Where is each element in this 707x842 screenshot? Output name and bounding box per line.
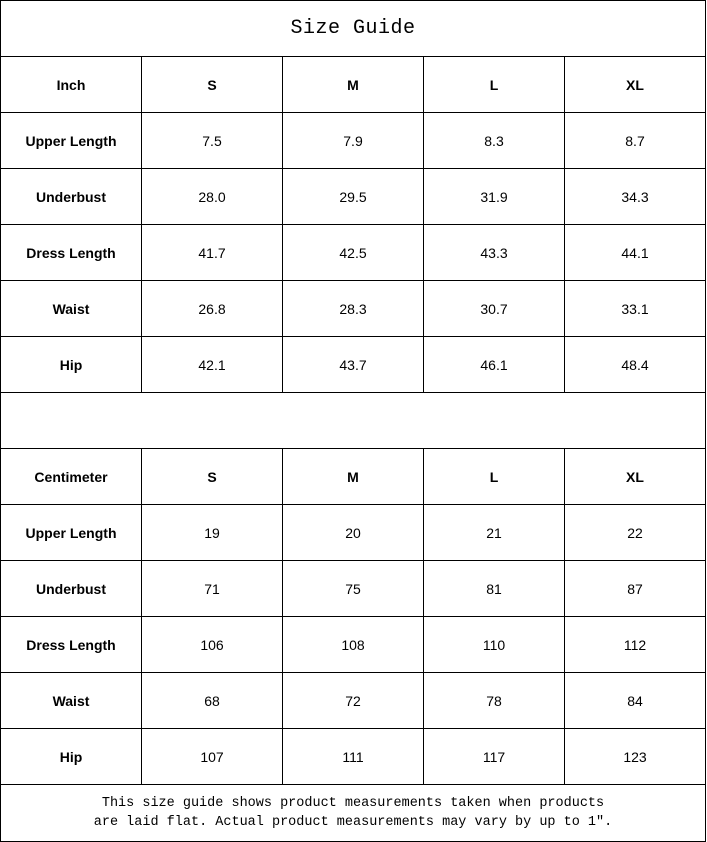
- measurement-cell: 21: [423, 504, 565, 561]
- size-header: S: [141, 448, 283, 505]
- size-header: M: [282, 448, 424, 505]
- inch-unit-header: Inch: [0, 56, 142, 113]
- measurement-cell: 111: [282, 728, 424, 785]
- measurement-cell: 75: [282, 560, 424, 617]
- size-header: XL: [564, 56, 706, 113]
- measurement-cell: 34.3: [564, 168, 706, 225]
- measurement-cell: 7.5: [141, 112, 283, 169]
- measurement-cell: 31.9: [423, 168, 565, 225]
- measurement-cell: 46.1: [423, 336, 565, 393]
- row-label: Dress Length: [0, 616, 142, 673]
- measurement-cell: 30.7: [423, 280, 565, 337]
- cm-header-row: Centimeter S M L XL: [0, 448, 706, 505]
- spacer-row: [0, 392, 706, 449]
- table-row: Waist 26.8 28.3 30.7 33.1: [0, 280, 706, 337]
- measurement-cell: 26.8: [141, 280, 283, 337]
- table-row: Hip 107 111 117 123: [0, 728, 706, 785]
- row-label: Upper Length: [0, 504, 142, 561]
- inch-header-row: Inch S M L XL: [0, 56, 706, 113]
- row-label: Underbust: [0, 560, 142, 617]
- size-header: M: [282, 56, 424, 113]
- measurement-cell: 78: [423, 672, 565, 729]
- row-label: Waist: [0, 280, 142, 337]
- table-row: Underbust 71 75 81 87: [0, 560, 706, 617]
- measurement-cell: 19: [141, 504, 283, 561]
- row-label: Hip: [0, 728, 142, 785]
- measurement-note: This size guide shows product measuremen…: [0, 784, 706, 842]
- row-label: Hip: [0, 336, 142, 393]
- size-header: L: [423, 56, 565, 113]
- table-row: Dress Length 41.7 42.5 43.3 44.1: [0, 224, 706, 281]
- measurement-cell: 42.1: [141, 336, 283, 393]
- measurement-cell: 84: [564, 672, 706, 729]
- note-row: This size guide shows product measuremen…: [0, 784, 706, 842]
- size-header: XL: [564, 448, 706, 505]
- measurement-cell: 123: [564, 728, 706, 785]
- measurement-cell: 117: [423, 728, 565, 785]
- measurement-cell: 68: [141, 672, 283, 729]
- measurement-cell: 110: [423, 616, 565, 673]
- page-title: Size Guide: [0, 0, 706, 57]
- measurement-cell: 28.3: [282, 280, 424, 337]
- measurement-cell: 22: [564, 504, 706, 561]
- measurement-cell: 44.1: [564, 224, 706, 281]
- spacer-cell: [0, 392, 706, 449]
- table-row: Upper Length 19 20 21 22: [0, 504, 706, 561]
- table-row: Upper Length 7.5 7.9 8.3 8.7: [0, 112, 706, 169]
- measurement-cell: 43.7: [282, 336, 424, 393]
- measurement-cell: 43.3: [423, 224, 565, 281]
- note-line1: This size guide shows product measuremen…: [101, 796, 605, 811]
- table-row: Underbust 28.0 29.5 31.9 34.3: [0, 168, 706, 225]
- measurement-cell: 8.3: [423, 112, 565, 169]
- note-line2: are laid flat. Actual product measuremen…: [93, 815, 613, 830]
- measurement-cell: 112: [564, 616, 706, 673]
- measurement-cell: 107: [141, 728, 283, 785]
- measurement-cell: 41.7: [141, 224, 283, 281]
- measurement-cell: 28.0: [141, 168, 283, 225]
- row-label: Waist: [0, 672, 142, 729]
- measurement-cell: 108: [282, 616, 424, 673]
- title-row: Size Guide: [0, 0, 706, 57]
- measurement-cell: 8.7: [564, 112, 706, 169]
- measurement-cell: 71: [141, 560, 283, 617]
- table-row: Waist 68 72 78 84: [0, 672, 706, 729]
- measurement-cell: 48.4: [564, 336, 706, 393]
- measurement-cell: 106: [141, 616, 283, 673]
- measurement-cell: 72: [282, 672, 424, 729]
- measurement-cell: 7.9: [282, 112, 424, 169]
- size-header: L: [423, 448, 565, 505]
- measurement-cell: 87: [564, 560, 706, 617]
- measurement-cell: 33.1: [564, 280, 706, 337]
- table-row: Hip 42.1 43.7 46.1 48.4: [0, 336, 706, 393]
- measurement-cell: 29.5: [282, 168, 424, 225]
- row-label: Upper Length: [0, 112, 142, 169]
- row-label: Dress Length: [0, 224, 142, 281]
- cm-unit-header: Centimeter: [0, 448, 142, 505]
- measurement-cell: 42.5: [282, 224, 424, 281]
- measurement-cell: 20: [282, 504, 424, 561]
- measurement-cell: 81: [423, 560, 565, 617]
- table-row: Dress Length 106 108 110 112: [0, 616, 706, 673]
- size-header: S: [141, 56, 283, 113]
- row-label: Underbust: [0, 168, 142, 225]
